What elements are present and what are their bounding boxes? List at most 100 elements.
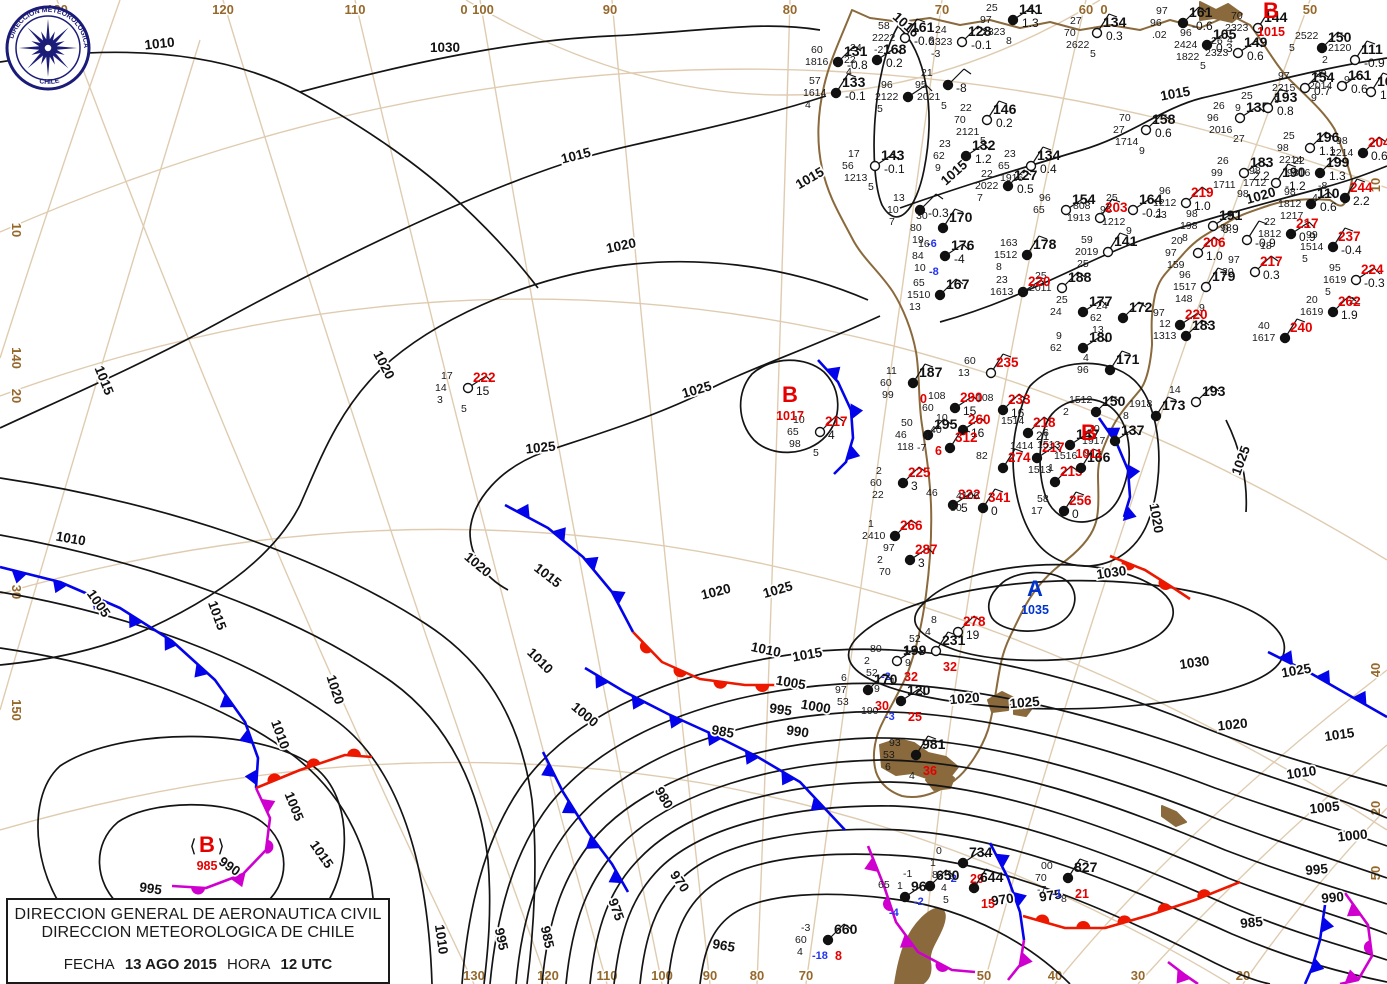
station-value: 108: [976, 392, 994, 404]
front-semicircle-pip: [935, 961, 949, 972]
isobar-value-label: 1015: [531, 560, 564, 591]
low-pressure-center: B 1011: [1075, 420, 1102, 461]
station-value: 1.3: [1329, 169, 1346, 183]
isobar-value-label: 1015: [205, 599, 230, 633]
front-semicircle-pip: [1158, 579, 1172, 590]
station-value: 203: [1105, 200, 1128, 215]
fecha-value: 13 AGO 2015: [124, 956, 217, 973]
isobar-value-label: 965: [711, 936, 736, 955]
station-value: 183: [1192, 317, 1216, 333]
isobar-line: [0, 51, 539, 289]
station-cloud-cover-circle: [1062, 872, 1074, 884]
station-value: -8: [1318, 180, 1327, 192]
station-value: 1513: [1037, 439, 1061, 451]
station-cloud-cover-circle: [1180, 330, 1192, 342]
isobar-line: [0, 260, 869, 666]
station-value: 24: [1096, 300, 1108, 312]
station-value: 16: [918, 238, 930, 250]
station-value: 60: [964, 355, 976, 367]
station-value: -0.3: [1364, 276, 1385, 290]
graticule-line: [0, 39, 201, 711]
station-value: 2: [1322, 54, 1328, 66]
station-plot: 1681.2 9: [1344, 72, 1387, 102]
station-value: 3: [437, 394, 443, 406]
station-value: 137: [1121, 422, 1145, 438]
cold-front: [817, 359, 864, 475]
station-cloud-cover-circle: [1238, 167, 1250, 179]
station-value: 0.6: [1247, 49, 1264, 63]
station-cloud-cover-circle: [832, 56, 844, 68]
station-value: 5: [1302, 253, 1308, 265]
station-value: 58: [878, 20, 890, 32]
station-value: 235: [996, 355, 1019, 370]
station-value: 1212: [1102, 216, 1126, 228]
station-value: 0.6: [1155, 126, 1172, 140]
station-value: 22: [1264, 216, 1276, 228]
station-value: 734: [969, 844, 993, 860]
isobar-value-label: 1015: [92, 364, 117, 398]
station-value: 233: [1008, 392, 1031, 407]
svg-text:⟩: ⟩: [217, 836, 224, 856]
station-value: 4: [941, 882, 947, 894]
station-value: -0.9: [1364, 56, 1385, 70]
station-cloud-cover-circle: [1262, 102, 1274, 114]
station-value: 158: [1152, 111, 1176, 127]
grid-coordinate-label: 30: [1131, 968, 1145, 983]
station-value: 278: [963, 614, 986, 629]
station-value: 179: [1212, 268, 1236, 284]
station-cloud-cover-circle: [822, 934, 834, 946]
station-value: 26: [1217, 155, 1229, 167]
station-value: 8: [996, 261, 1002, 273]
station-value: 0.2: [886, 56, 903, 70]
station-cloud-cover-circle: [1192, 247, 1204, 259]
isobar-value-label: 995: [768, 701, 793, 719]
station-value: 8: [1123, 410, 1129, 422]
station-plot: 180 962: [1050, 329, 1113, 354]
front-triangle-pip: [1278, 650, 1294, 665]
front-semicircle-pip: [306, 758, 321, 768]
grid-coordinate-label: 50: [1368, 866, 1383, 880]
isobar-value-label: 1005: [775, 673, 808, 693]
front-triangle-pip: [1346, 902, 1362, 917]
station-value: 312: [955, 430, 978, 445]
station-cloud-cover-circle: [1336, 80, 1348, 92]
station-value: -6: [927, 238, 937, 250]
front-triangle-pip: [1344, 969, 1361, 983]
isobar-layer: [0, 25, 1387, 984]
station-value: -0.6: [914, 34, 935, 48]
station-value: 8: [1006, 35, 1012, 47]
isobar-value-label: 975: [605, 896, 627, 923]
station-value: 322: [958, 487, 981, 502]
front-triangle-pip: [810, 796, 825, 811]
station-value: 1: [897, 880, 903, 892]
station-value: 225: [908, 465, 931, 480]
station-value: 96: [1150, 17, 1162, 29]
station-value: 10: [936, 412, 948, 424]
front-triangle-pip: [846, 445, 861, 461]
station-value: 1517: [1173, 281, 1197, 293]
station-value: -0.1: [971, 38, 992, 52]
station-cloud-cover-circle: [997, 462, 1009, 474]
station-value: 180: [1089, 329, 1113, 345]
station-value: 16: [1011, 406, 1025, 420]
grid-coordinate-label: 60: [1079, 2, 1093, 17]
grid-coordinate-label: 0: [460, 2, 467, 17]
front-triangle-pip: [744, 750, 760, 765]
isobar-value-label: 1030: [430, 40, 460, 55]
graticule-line: [354, 0, 608, 984]
station-value: 21: [921, 67, 933, 79]
front-triangle-pip: [1012, 891, 1027, 907]
cold-front: [541, 751, 630, 893]
pressure-center-letter: B: [782, 382, 798, 407]
